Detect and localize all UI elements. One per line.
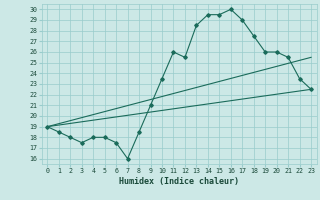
X-axis label: Humidex (Indice chaleur): Humidex (Indice chaleur) — [119, 177, 239, 186]
